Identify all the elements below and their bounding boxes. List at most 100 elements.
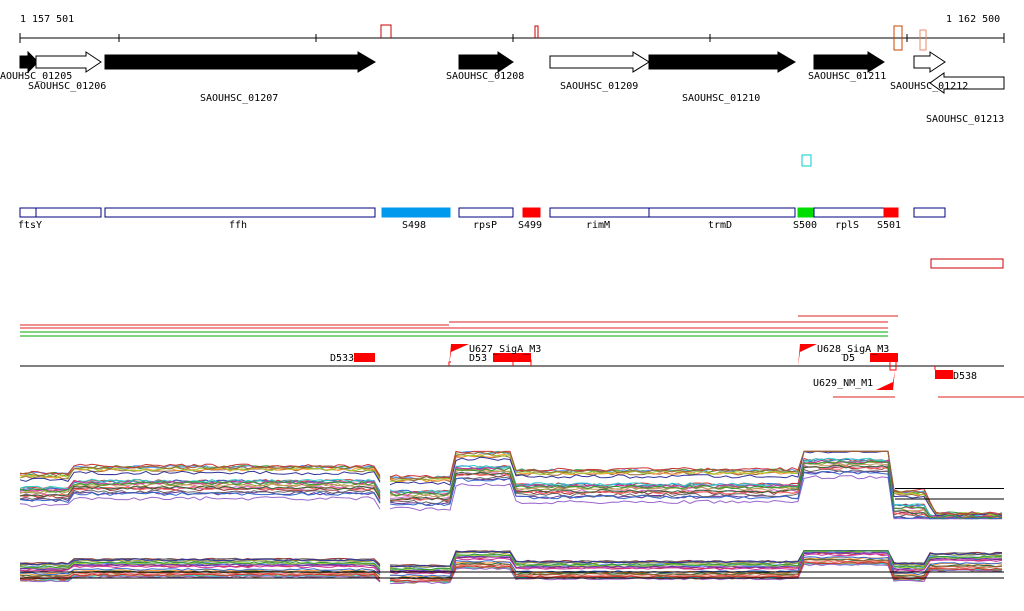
expression-trace bbox=[389, 457, 1003, 519]
expression-trace bbox=[389, 550, 1003, 571]
expression-trace bbox=[19, 491, 381, 504]
gene-label: SAOUHSC_01213 bbox=[926, 114, 1004, 125]
tss-marker[interactable] bbox=[876, 370, 895, 390]
annotation-box[interactable] bbox=[458, 207, 514, 218]
expression-trace bbox=[389, 550, 1002, 568]
tss-marker[interactable] bbox=[798, 344, 817, 366]
gene-label: SAOUHSC_01209 bbox=[560, 81, 638, 92]
annotation-box[interactable] bbox=[913, 207, 946, 218]
cyan-marker bbox=[801, 154, 812, 167]
expression-trace bbox=[389, 450, 1003, 516]
expression-trace bbox=[389, 450, 1003, 516]
gene-arrow[interactable] bbox=[104, 51, 376, 73]
expression-trace bbox=[389, 475, 1002, 520]
gene-label: SAOUHSC_01208 bbox=[446, 71, 524, 82]
gene-arrow[interactable] bbox=[648, 51, 796, 73]
expression-trace bbox=[19, 565, 381, 574]
gene-arrow[interactable] bbox=[35, 51, 102, 73]
expression-trace bbox=[19, 481, 381, 496]
expression-trace bbox=[19, 561, 381, 570]
expression-trace bbox=[389, 470, 1002, 520]
expression-trace bbox=[389, 558, 1003, 580]
gene-track: AOUHSC_01205 SAOUHSC_01206 SAOUHSC_01207… bbox=[0, 50, 1005, 125]
feature-box[interactable] bbox=[493, 353, 531, 362]
annotation-box[interactable] bbox=[19, 207, 37, 218]
tss-marker[interactable] bbox=[449, 344, 469, 366]
expression-trace bbox=[19, 568, 381, 576]
end-coordinate: 1 162 500 bbox=[946, 14, 1000, 25]
feature-label: D53 bbox=[469, 353, 487, 364]
feature-box[interactable] bbox=[935, 370, 953, 379]
gene-arrow[interactable] bbox=[19, 50, 39, 74]
ruler-peak bbox=[893, 25, 903, 51]
expression-trace bbox=[389, 468, 1003, 520]
annotation-label: S501 bbox=[877, 220, 901, 231]
expression-trace bbox=[389, 460, 1003, 519]
annotation-box[interactable] bbox=[522, 207, 541, 218]
gene-arrow[interactable] bbox=[549, 51, 650, 73]
gene-label: SAOUHSC_01210 bbox=[682, 93, 760, 104]
expression-trace bbox=[19, 465, 381, 478]
expression-trace bbox=[19, 563, 381, 572]
expression-trace bbox=[19, 573, 381, 582]
annotation-label: rpsP bbox=[473, 220, 497, 231]
tss-marker bbox=[448, 361, 451, 366]
expression-trace bbox=[19, 489, 381, 504]
gene-label: SAOUHSC_01207 bbox=[200, 93, 278, 104]
annotation-label: ftsY bbox=[18, 220, 42, 231]
expression-trace bbox=[19, 480, 381, 495]
feature-label: U629_NM_M1 bbox=[813, 378, 873, 389]
annotation-box[interactable] bbox=[35, 207, 102, 218]
feature-bracket bbox=[889, 362, 897, 371]
expression-trace bbox=[19, 485, 381, 498]
ruler-peak bbox=[534, 25, 539, 38]
annotation-box[interactable] bbox=[648, 207, 796, 218]
annotation-label: S499 bbox=[518, 220, 542, 231]
expression-trace bbox=[389, 459, 1003, 520]
expression-profile-upper bbox=[19, 450, 1004, 520]
expression-trace bbox=[19, 466, 381, 480]
expression-trace bbox=[389, 450, 1003, 517]
coordinate-ruler: 1 157 501 1 162 500 bbox=[19, 14, 1005, 51]
region-box bbox=[930, 258, 1004, 269]
ruler-peak bbox=[919, 29, 927, 51]
annotation-box[interactable] bbox=[381, 207, 451, 218]
feature-track: D533 U627_SigA_M3 D53 U628_SigA_M3 D5 U6… bbox=[20, 344, 1004, 390]
feature-label: D5 bbox=[843, 353, 855, 364]
feature-label: U627_SigA_M3 bbox=[469, 344, 541, 355]
expression-trace bbox=[389, 464, 1003, 520]
gene-arrow[interactable] bbox=[458, 51, 514, 73]
annotation-box[interactable] bbox=[813, 207, 885, 218]
expression-trace bbox=[19, 575, 381, 583]
annotation-box[interactable] bbox=[104, 207, 376, 218]
annotation-label: ffh bbox=[229, 220, 247, 231]
gene-arrow[interactable] bbox=[813, 51, 885, 73]
expression-trace bbox=[389, 558, 1003, 580]
expression-trace bbox=[19, 470, 381, 483]
feature-label: D538 bbox=[953, 371, 977, 382]
feature-label: U628_SigA_M3 bbox=[817, 344, 889, 355]
gene-label: AOUHSC_01205 bbox=[0, 71, 72, 82]
start-coordinate: 1 157 501 bbox=[20, 14, 74, 25]
gene-arrow[interactable] bbox=[913, 51, 946, 73]
expression-trace bbox=[19, 561, 381, 569]
expression-profile-lower bbox=[19, 550, 1004, 585]
expression-trace bbox=[19, 558, 381, 566]
annotation-box[interactable] bbox=[883, 207, 899, 218]
expression-trace bbox=[389, 553, 1003, 575]
annotation-label: trmD bbox=[708, 220, 732, 231]
annotation-box[interactable] bbox=[549, 207, 650, 218]
annotation-label: rplS bbox=[835, 220, 859, 231]
annotation-label: S500 bbox=[793, 220, 817, 231]
annotation-box[interactable] bbox=[797, 207, 815, 218]
gene-arrow[interactable] bbox=[929, 72, 1005, 94]
annotation-track: ftsY ffh S498 rpsP S499 rimM trmD S500 r… bbox=[18, 207, 946, 231]
expression-trace bbox=[19, 486, 381, 500]
feature-box[interactable] bbox=[354, 353, 375, 362]
feature-label: D533 bbox=[330, 353, 354, 364]
transcript-track bbox=[20, 315, 1024, 398]
expression-trace bbox=[389, 464, 1003, 520]
feature-box[interactable] bbox=[870, 353, 898, 362]
expression-trace bbox=[389, 465, 1002, 520]
